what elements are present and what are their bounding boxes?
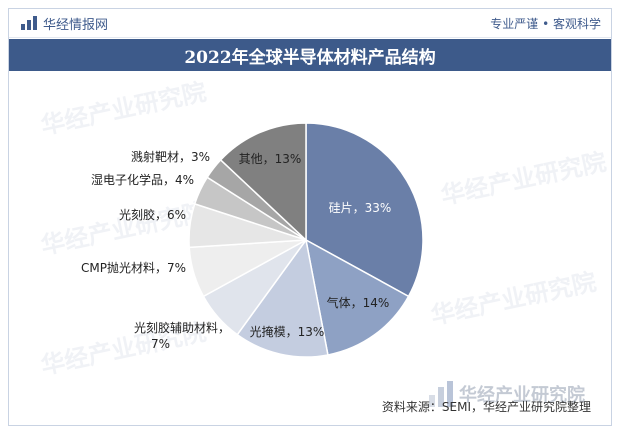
pie-slice xyxy=(236,238,329,358)
pie-slices xyxy=(188,122,424,358)
brand-watermark-text: 华经产业研究院 xyxy=(459,385,585,406)
pie-slice-label: 硅片，33% xyxy=(329,201,392,215)
pie-slice-label: 其他，13% xyxy=(239,152,302,166)
pie-slice-label: 湿电子化学品，4% xyxy=(91,172,194,187)
logo-icon xyxy=(21,16,37,30)
pie-slice-label: 光刻胶辅助材料， 7% xyxy=(134,320,230,351)
pie-slice-label: 光刻胶，6% xyxy=(119,207,186,222)
pie-slice-label: 光掩模，13% xyxy=(250,325,325,339)
brand-watermark: 华经产业研究院 xyxy=(429,381,585,407)
pie-slice xyxy=(304,238,410,356)
pie-slice-label: 气体，14% xyxy=(327,295,390,310)
logo-text: 华经情报网 xyxy=(43,17,109,33)
pie-labels: 硅片，33% 气体，14% 光掩模，13% 光刻胶辅助材料， 7% CMP抛光材料，7% 光… xyxy=(81,149,391,351)
chart-title: 2022年全球半导体材料产品结构 xyxy=(184,47,436,68)
pie-slice xyxy=(305,122,424,298)
pie-slice xyxy=(219,122,307,242)
logo: 华经情报网 xyxy=(21,15,109,33)
source-note: 资料来源：SEMI，华经产业研究院整理 xyxy=(381,400,591,414)
pie-slice-label: CMP抛光材料，7% xyxy=(81,260,186,275)
pie-slice-label: 溅射靶材，3% xyxy=(131,149,210,164)
header-bar: 华经情报网 专业严谨 • 客观科学 xyxy=(9,9,611,38)
brand-logo-icon xyxy=(429,381,453,407)
title-bar: 2022年全球半导体材料产品结构 xyxy=(9,39,611,71)
slogan: 专业严谨 • 客观科学 xyxy=(490,17,601,31)
